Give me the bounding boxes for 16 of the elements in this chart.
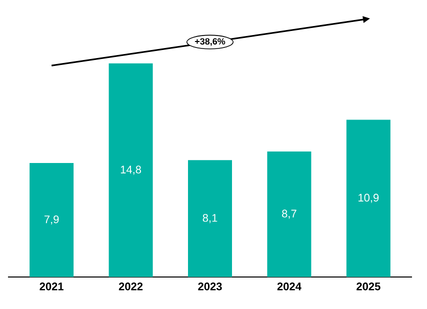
x-tick-label: 2025 [356,282,380,290]
bar [267,151,312,277]
x-tick-label: 2021 [40,282,64,290]
data-label: 10,9 [358,194,379,203]
bar [346,120,390,277]
bar [188,160,232,277]
x-tick-label: 2022 [118,282,143,290]
x-tick-label: 2024 [277,282,302,290]
bar [30,162,74,277]
data-label: 14,8 [120,166,142,175]
bar [108,63,153,277]
text: +38,6% [194,38,226,46]
data-label: 8,7 [282,210,296,219]
x-tick-label: 2023 [198,282,222,290]
data-label: 8,1 [202,214,218,224]
data-label: 7,9 [44,215,59,225]
